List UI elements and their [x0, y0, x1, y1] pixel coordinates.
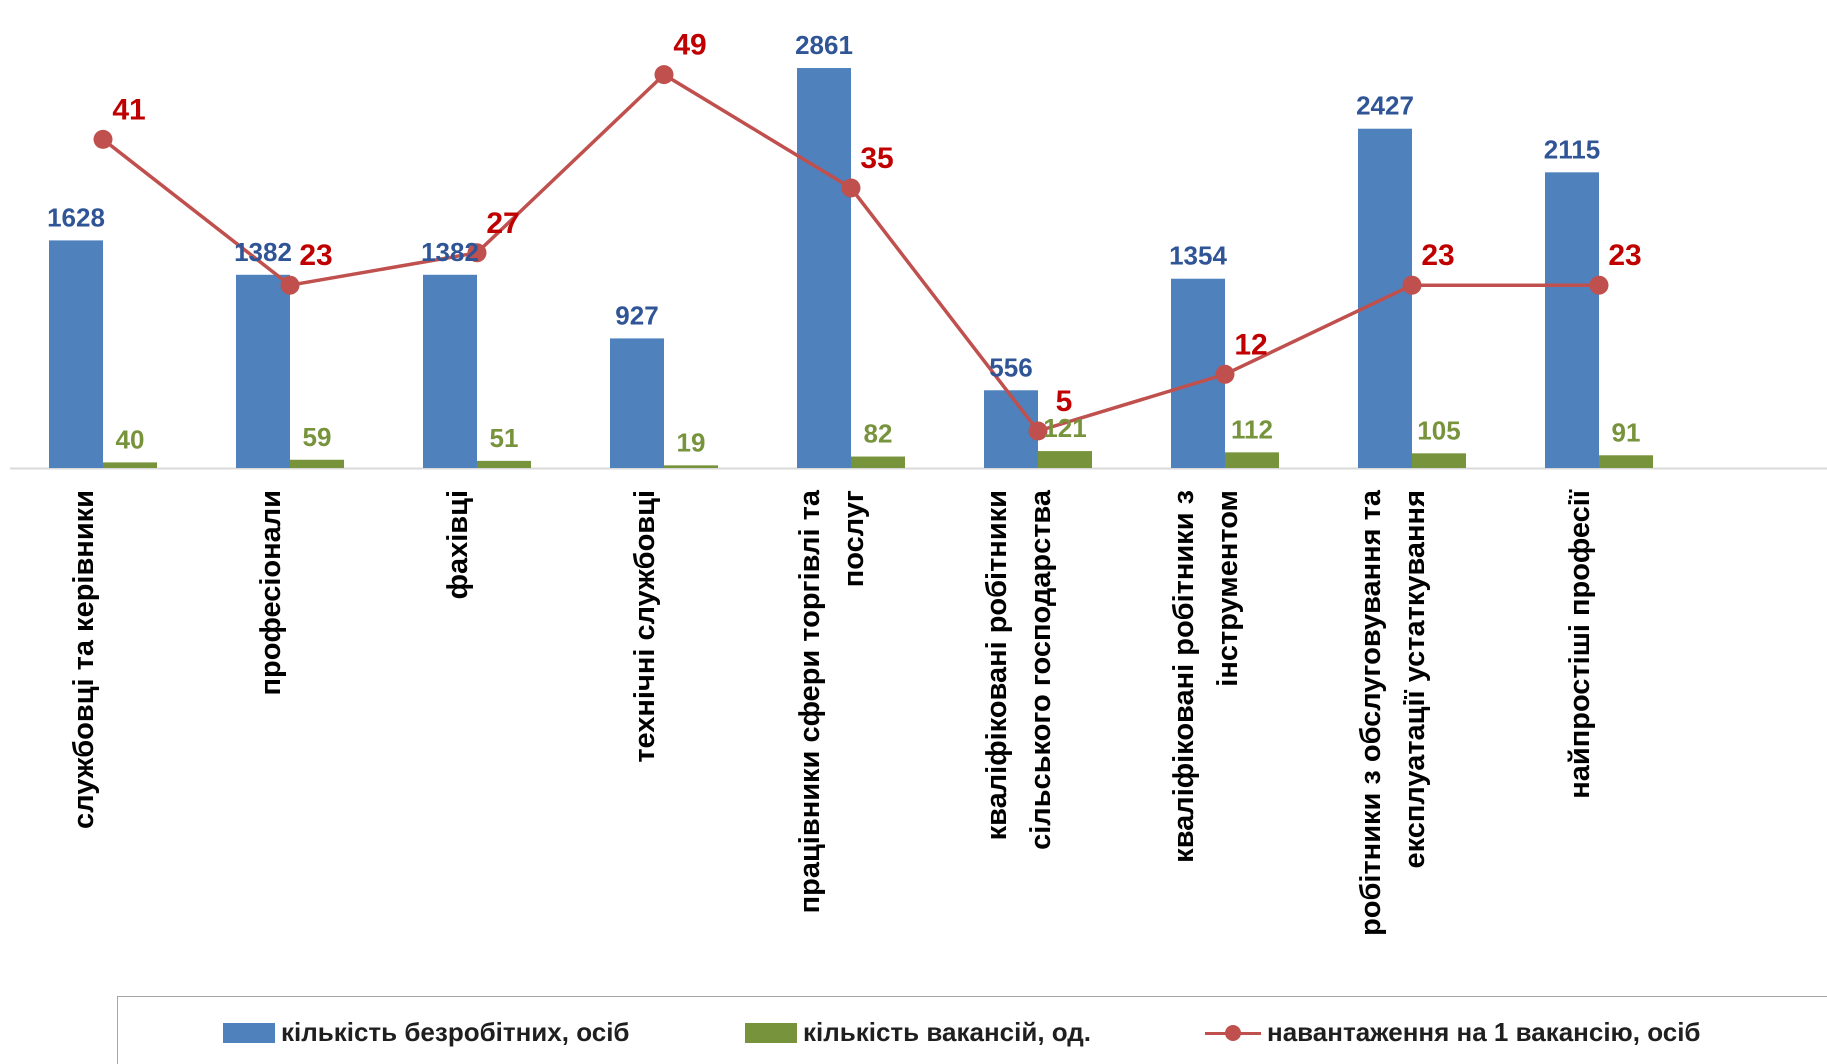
- legend-swatch-load: [1205, 1023, 1261, 1043]
- bar-vacancies: [851, 456, 905, 468]
- legend-label-load: навантаження на 1 вакансію, осіб: [1267, 1017, 1701, 1047]
- data-label-vacancies: 91: [1612, 417, 1641, 447]
- line-layer: [93, 65, 1609, 441]
- category-labels-layer: службовці та керівники професіонали фахівц…: [68, 489, 1596, 936]
- data-label-vacancies: 19: [677, 427, 706, 457]
- data-label-load: 23: [299, 239, 332, 272]
- data-label-unemployed: 2861: [795, 30, 853, 60]
- category-label: кваліфіковані робітники сільського господ…: [981, 489, 1057, 850]
- legend-label-vacancies: кількість вакансій, од.: [803, 1017, 1092, 1047]
- load-point: [1028, 421, 1048, 441]
- load-point: [841, 178, 861, 198]
- category-label: робітники з обслуговування та експлуатаці…: [1355, 489, 1431, 936]
- data-label-vacancies: 59: [303, 422, 332, 452]
- legend-item-load: навантаження на 1 вакансію, осіб: [1205, 1017, 1700, 1048]
- legend: кількість безробітних, осіб кількість ва…: [117, 996, 1827, 1064]
- data-label-unemployed: 2115: [1544, 134, 1600, 164]
- data-label-load: 23: [1608, 239, 1641, 272]
- bar-vacancies: [290, 459, 344, 468]
- chart: 1628 40 1382 59 1382 51 927 19 2861 82 556 121 1354 1…: [10, 29, 1827, 936]
- category-label: технічні службовці: [629, 490, 661, 763]
- bar-unemployed: [610, 338, 664, 468]
- bar-unemployed: [1545, 172, 1599, 468]
- category-label: найпростіші професії: [1564, 489, 1596, 799]
- legend-item-vacancies: кількість вакансій, од.: [745, 1017, 1091, 1048]
- load-point: [1215, 364, 1235, 384]
- bar-vacancies: [103, 462, 157, 468]
- data-label-load: 27: [486, 207, 519, 240]
- data-label-vacancies: 121: [1043, 413, 1086, 443]
- bar-vacancies: [1225, 452, 1279, 468]
- data-label-load: 35: [860, 142, 893, 175]
- category-label: фахівці: [442, 490, 474, 599]
- bar-unemployed: [236, 274, 290, 468]
- data-label-unemployed: 1628: [47, 202, 105, 232]
- data-label-unemployed: 1354: [1169, 241, 1227, 271]
- data-label-unemployed: 927: [615, 300, 658, 330]
- data-label-load: 23: [1421, 239, 1454, 272]
- data-label-load: 49: [673, 29, 706, 62]
- data-label-vacancies: 105: [1417, 415, 1460, 445]
- bar-vacancies: [1038, 451, 1092, 468]
- data-label-load: 12: [1234, 328, 1267, 361]
- data-label-unemployed: 556: [989, 352, 1032, 382]
- bar-vacancies: [1599, 455, 1653, 468]
- category-label: кваліфіковані робітники з інструментом: [1168, 490, 1244, 863]
- load-point: [93, 129, 113, 149]
- legend-label-unemployed: кількість безробітних, осіб: [281, 1017, 630, 1047]
- value-labels-layer: 1628 40 1382 59 1382 51 927 19 2861 82 556 121 1354 1…: [47, 29, 1642, 458]
- bars-layer: [49, 68, 1653, 469]
- bar-vacancies: [477, 460, 531, 468]
- legend-item-unemployed: кількість безробітних, осіб: [223, 1017, 629, 1048]
- data-label-unemployed: 2427: [1356, 91, 1414, 121]
- load-point: [467, 243, 487, 263]
- data-label-unemployed: 1382: [234, 237, 292, 267]
- data-label-load: 5: [1056, 385, 1073, 418]
- data-label-vacancies: 40: [116, 424, 145, 454]
- load-point: [654, 65, 674, 85]
- bar-vacancies: [1412, 453, 1466, 468]
- legend-swatch-vacancies: [745, 1022, 797, 1043]
- data-label-vacancies: 51: [490, 423, 519, 453]
- bar-unemployed: [797, 68, 851, 469]
- data-label-vacancies: 82: [864, 419, 893, 449]
- bar-unemployed: [49, 240, 103, 468]
- bar-unemployed: [423, 274, 477, 468]
- category-label: професіонали: [255, 490, 287, 695]
- bar-vacancies: [664, 465, 718, 468]
- category-label: працівники сфери торгівлі та послуг: [794, 489, 870, 913]
- load-point: [1589, 275, 1609, 295]
- data-label-unemployed: 1382: [421, 237, 479, 267]
- data-label-vacancies: 112: [1231, 414, 1273, 444]
- data-label-load: 41: [112, 93, 145, 126]
- load-point: [280, 275, 300, 295]
- legend-swatch-unemployed: [223, 1022, 275, 1043]
- category-label: службовці та керівники: [68, 490, 100, 829]
- load-point: [1402, 275, 1422, 295]
